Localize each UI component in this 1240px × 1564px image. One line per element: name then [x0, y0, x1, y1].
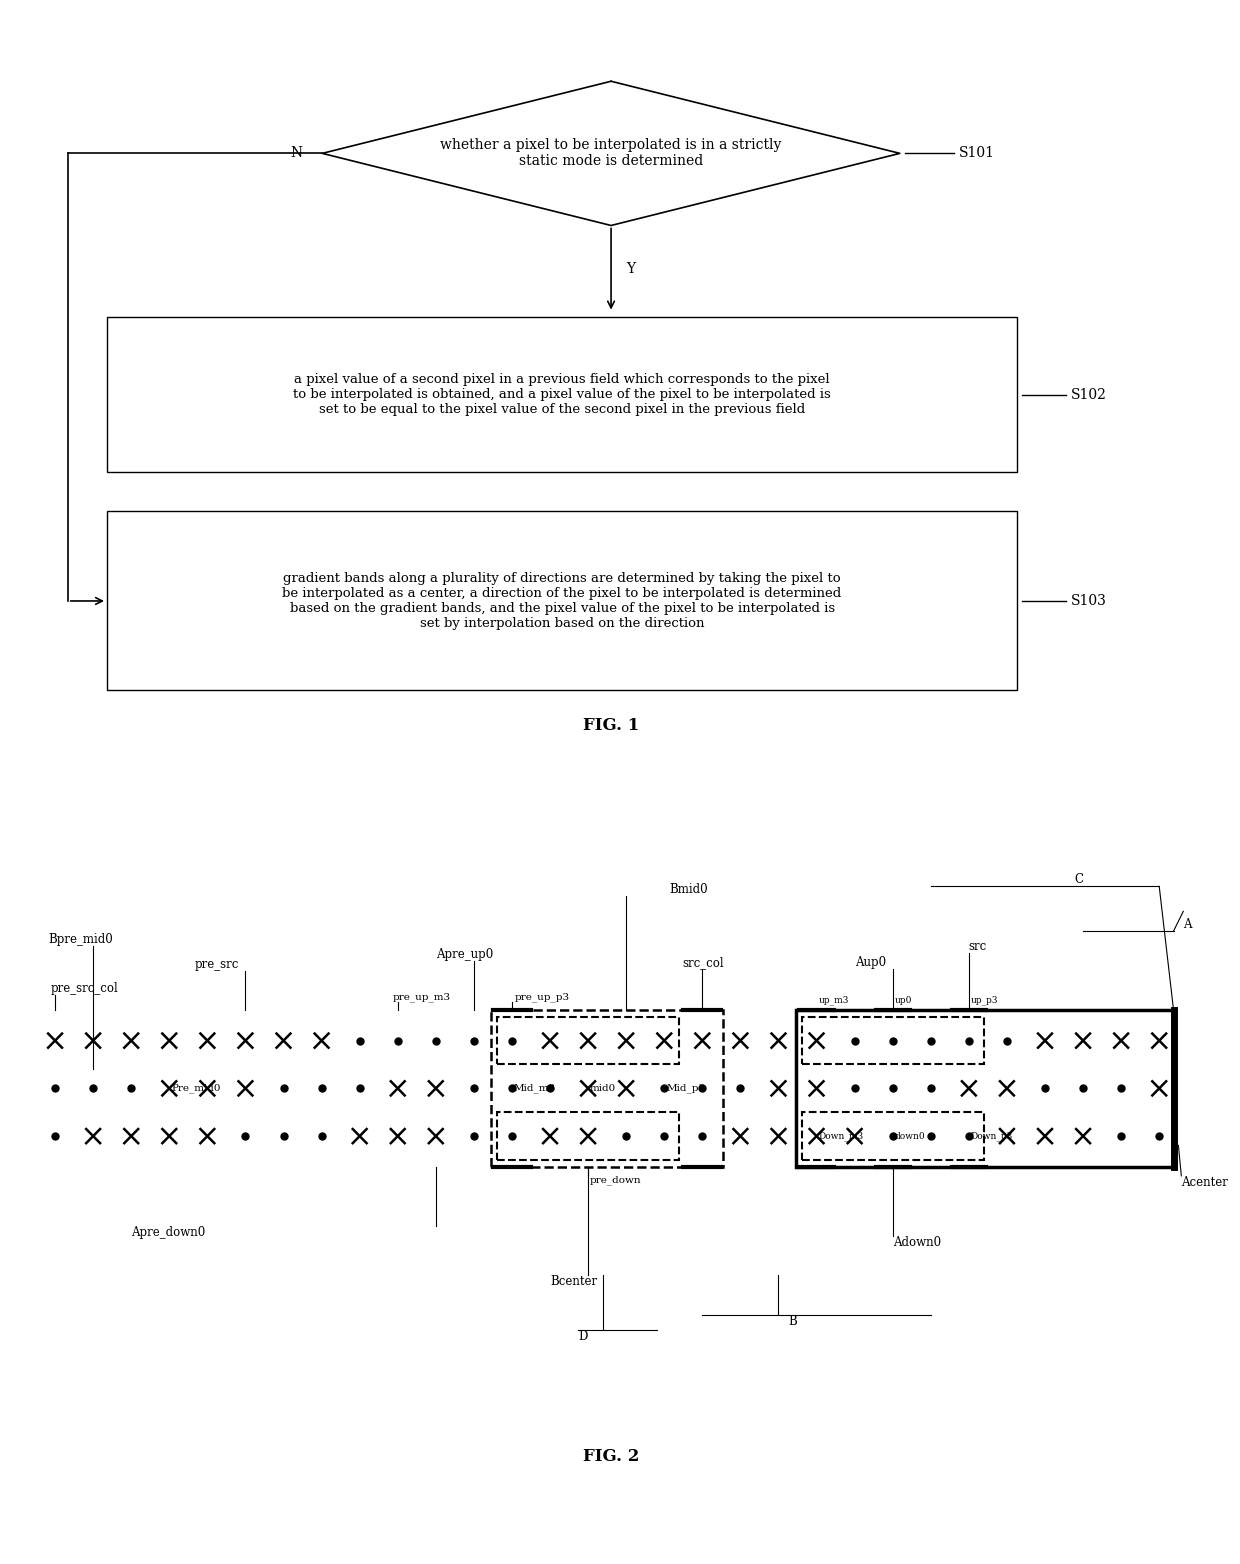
Text: gradient bands along a plurality of directions are determined by taking the pixe: gradient bands along a plurality of dire… — [283, 572, 842, 630]
Text: Mid_p3: Mid_p3 — [666, 1084, 706, 1093]
Text: pre_up_m3: pre_up_m3 — [393, 992, 451, 1001]
Text: C: C — [1074, 873, 1084, 887]
Text: down0: down0 — [894, 1132, 925, 1140]
Text: up0: up0 — [894, 996, 913, 1004]
Text: S103: S103 — [1071, 594, 1107, 608]
Text: a pixel value of a second pixel in a previous field which corresponds to the pix: a pixel value of a second pixel in a pre… — [293, 374, 831, 416]
Bar — [491, 1010, 723, 1167]
Text: Adown0: Adown0 — [893, 1236, 941, 1248]
Text: D: D — [578, 1329, 588, 1343]
Bar — [802, 1112, 983, 1160]
Text: up_p3: up_p3 — [971, 995, 998, 1004]
Text: Mid_m3: Mid_m3 — [513, 1084, 556, 1093]
Text: pre_src_col: pre_src_col — [50, 982, 118, 995]
Text: src: src — [968, 940, 987, 952]
Text: pre_down: pre_down — [590, 1175, 641, 1186]
Text: N: N — [290, 147, 303, 161]
Text: Apre_down0: Apre_down0 — [131, 1226, 206, 1239]
Text: FIG. 2: FIG. 2 — [583, 1448, 640, 1465]
Text: Pre_mid0: Pre_mid0 — [171, 1084, 221, 1093]
Text: S102: S102 — [1071, 388, 1107, 402]
Bar — [796, 1010, 1173, 1167]
Text: Down_m3: Down_m3 — [818, 1131, 863, 1142]
Text: Bpre_mid0: Bpre_mid0 — [48, 934, 113, 946]
Text: Y: Y — [626, 263, 635, 275]
Text: pre_src: pre_src — [195, 959, 239, 971]
Bar — [802, 1017, 983, 1065]
Text: mid0: mid0 — [590, 1084, 616, 1093]
Text: pre_up_p3: pre_up_p3 — [515, 992, 570, 1001]
Text: A: A — [1183, 918, 1192, 931]
Text: whether a pixel to be interpolated is in a strictly
static mode is determined: whether a pixel to be interpolated is in… — [440, 138, 781, 169]
Text: Down_p3: Down_p3 — [971, 1131, 1013, 1142]
Text: Acenter: Acenter — [1182, 1176, 1228, 1189]
Text: B: B — [789, 1315, 797, 1328]
Text: Apre_up0: Apre_up0 — [435, 948, 494, 960]
Text: FIG. 1: FIG. 1 — [583, 716, 639, 734]
Text: Bcenter: Bcenter — [551, 1275, 598, 1289]
Bar — [107, 317, 1017, 472]
Bar — [497, 1017, 680, 1065]
Text: Aup0: Aup0 — [854, 956, 885, 970]
Text: S101: S101 — [959, 147, 994, 161]
Text: Bmid0: Bmid0 — [670, 884, 708, 896]
Bar — [107, 511, 1017, 690]
Text: src_col: src_col — [683, 956, 724, 970]
Text: up_m3: up_m3 — [818, 995, 849, 1004]
Bar — [497, 1112, 680, 1160]
